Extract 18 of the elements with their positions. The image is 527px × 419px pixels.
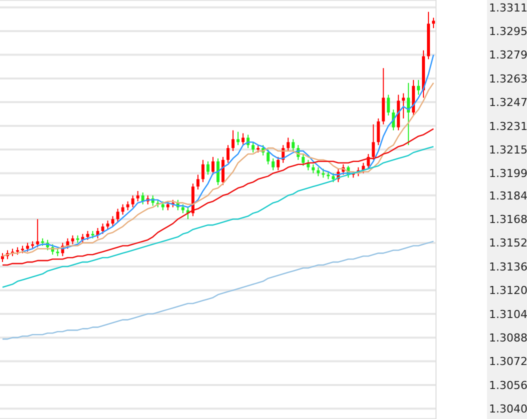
y-tick-label: 1.3263	[489, 72, 527, 86]
y-tick-label: 1.3056	[489, 378, 527, 392]
y-tick-label: 1.3040	[489, 402, 527, 416]
y-tick-label: 1.3295	[489, 24, 527, 38]
y-tick-label: 1.3184	[489, 189, 527, 202]
y-tick-label: 1.3104	[489, 308, 527, 321]
y-tick-label: 1.3152	[489, 236, 527, 250]
y-tick-label: 1.3120	[489, 284, 527, 298]
y-tick-label: 1.3088	[489, 331, 527, 344]
y-tick-label: 1.3072	[489, 355, 527, 368]
y-tick-label: 1.3168	[489, 213, 527, 226]
y-tick-label: 1.3136	[489, 260, 527, 274]
y-tick-label: 1.3215	[489, 143, 527, 156]
y-tick-label: 1.3279	[489, 48, 527, 62]
y-tick-label: 1.3199	[489, 167, 527, 180]
y-tick-label: 1.3311	[489, 1, 527, 14]
y-tick-label: 1.3231	[489, 120, 527, 133]
y-tick-label: 1.3247	[489, 96, 527, 110]
